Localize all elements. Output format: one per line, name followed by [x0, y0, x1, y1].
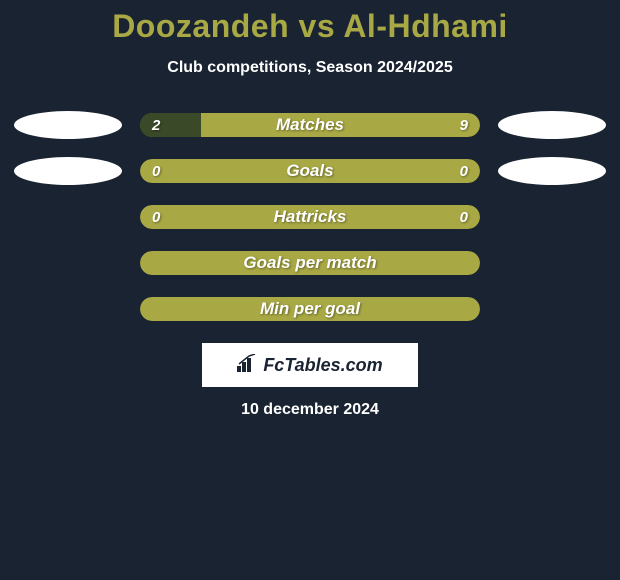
chart-icon [237, 354, 259, 377]
stat-bar: Goals per match [140, 251, 480, 275]
player-badge-right [498, 111, 606, 139]
stat-value-right: 0 [460, 159, 468, 183]
stat-bar: 2Matches9 [140, 113, 480, 137]
logo-text: FcTables.com [237, 354, 382, 377]
stat-label: Matches [140, 113, 480, 137]
stat-label: Min per goal [140, 297, 480, 321]
player-badge-left [14, 157, 122, 185]
stat-label: Goals per match [140, 251, 480, 275]
logo-label: FcTables.com [263, 355, 382, 376]
stat-bar: Min per goal [140, 297, 480, 321]
player-badge-right [498, 157, 606, 185]
stat-bar: 0Goals0 [140, 159, 480, 183]
stat-bar: 0Hattricks0 [140, 205, 480, 229]
stat-row: Goals per match [0, 251, 620, 275]
date-text: 10 december 2024 [0, 401, 620, 419]
stat-row: Min per goal [0, 297, 620, 321]
stat-label: Goals [140, 159, 480, 183]
stat-label: Hattricks [140, 205, 480, 229]
stat-row: 2Matches9 [0, 113, 620, 137]
logo-box: FcTables.com [202, 343, 418, 387]
stat-row: 0Hattricks0 [0, 205, 620, 229]
page-subtitle: Club competitions, Season 2024/2025 [0, 59, 620, 77]
stat-value-right: 9 [460, 113, 468, 137]
player-badge-left [14, 111, 122, 139]
comparison-card: Doozandeh vs Al-Hdhami Club competitions… [0, 0, 620, 419]
page-title: Doozandeh vs Al-Hdhami [0, 8, 620, 45]
stat-rows: 2Matches90Goals00Hattricks0Goals per mat… [0, 113, 620, 321]
stat-row: 0Goals0 [0, 159, 620, 183]
stat-value-right: 0 [460, 205, 468, 229]
